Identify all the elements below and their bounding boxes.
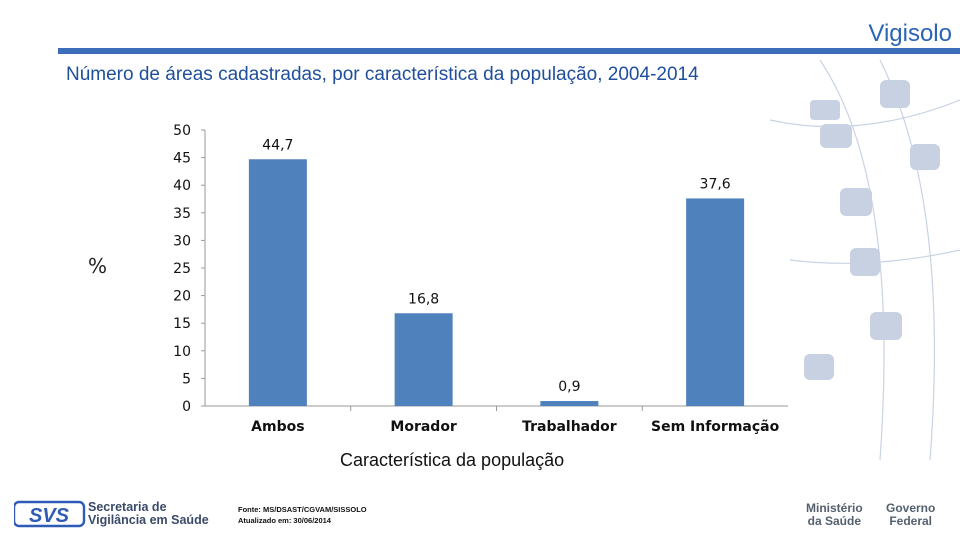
- y-axis-label: %: [88, 254, 108, 278]
- bar: [686, 198, 745, 406]
- svs-line1: Secretaria de: [88, 500, 167, 514]
- decorative-health-icons: [769, 60, 960, 460]
- source-line: Fonte: MS/DSAST/CGVAM/SISSOLO: [238, 505, 367, 514]
- x-tick-label: Morador: [390, 419, 457, 435]
- bar-value-label: 44,7: [262, 137, 293, 153]
- y-tick-label: 5: [182, 371, 191, 387]
- y-tick-label: 25: [173, 261, 191, 277]
- y-tick-label: 30: [173, 233, 191, 249]
- medicine-icon: [804, 354, 834, 380]
- x-tick-label: Trabalhador: [522, 419, 617, 435]
- bar-value-label: 0,9: [558, 379, 580, 395]
- y-tick-label: 45: [173, 151, 191, 167]
- x-tick-label: Ambos: [251, 419, 304, 435]
- ministry-line1: Ministério: [806, 501, 863, 515]
- brand-title: Vigisolo: [868, 20, 952, 47]
- y-tick-label: 20: [173, 289, 191, 305]
- chart-title: Número de áreas cadastradas, por caracte…: [66, 64, 699, 85]
- hospital-icon: [810, 100, 840, 120]
- svs-org-name: Secretaria de Vigilância em Saúde: [88, 501, 209, 527]
- bar: [540, 401, 599, 406]
- mosquito-icon: [820, 124, 852, 148]
- bar-value-label: 37,6: [700, 176, 731, 192]
- gov-line1: Governo: [886, 501, 936, 515]
- y-tick-label: 0: [182, 399, 191, 415]
- y-tick-label: 15: [173, 316, 191, 332]
- ministry-logo: Ministério da Saúde: [806, 502, 863, 528]
- x-axis-label: Característica da população: [340, 450, 565, 470]
- header-divider: [58, 48, 960, 54]
- x-tick-label: Sem Informação: [651, 419, 780, 435]
- smoke-icon: [850, 248, 880, 276]
- bar: [394, 313, 453, 406]
- government-logo: Governo Federal: [886, 502, 935, 528]
- bar: [248, 159, 307, 406]
- y-tick-label: 50: [173, 123, 191, 139]
- svs-logo: SVS: [14, 500, 86, 528]
- bar-value-label: 16,8: [408, 291, 439, 307]
- y-tick-label: 40: [173, 178, 191, 194]
- syringe-icon: [880, 80, 910, 108]
- y-tick-label: 35: [173, 206, 191, 222]
- gov-line2: Federal: [889, 514, 933, 528]
- updated-line: Atualizado em: 30/06/2014: [238, 516, 331, 525]
- animal-icon: [870, 312, 902, 340]
- svs-line2: Vigilância em Saúde: [88, 513, 209, 527]
- ministry-line2: da Saúde: [807, 514, 862, 528]
- y-tick-label: 10: [173, 344, 191, 360]
- source-note: Fonte: MS/DSAST/CGVAM/SISSOLO Atualizado…: [238, 504, 367, 526]
- flask-icon: [910, 144, 940, 170]
- lungs-icon: [840, 188, 872, 216]
- svg-text:SVS: SVS: [29, 505, 70, 527]
